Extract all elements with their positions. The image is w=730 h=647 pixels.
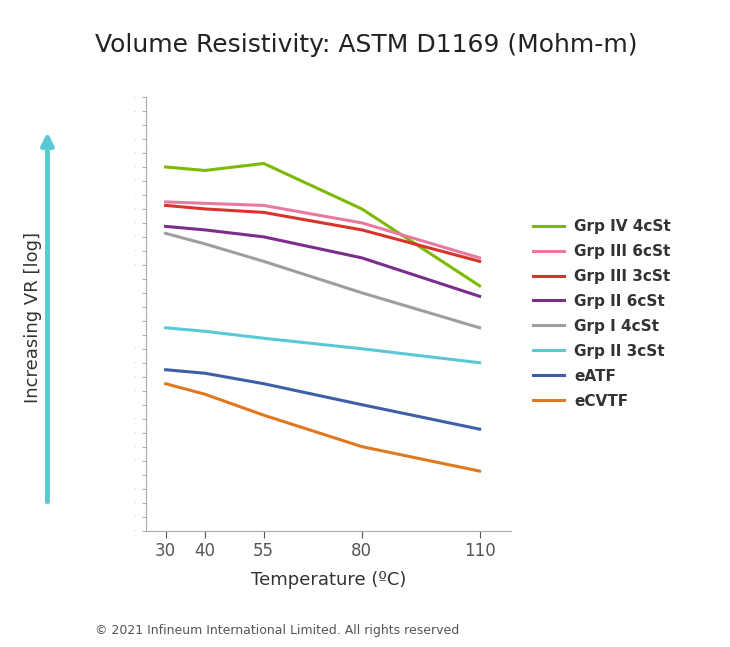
eATF [259,380,268,388]
Grp II 3cSt [475,359,484,367]
Grp IV 4cSt [161,163,170,171]
Grp II 6cSt [201,226,210,234]
Grp III 6cSt [259,202,268,210]
Line: Grp II 6cSt: Grp II 6cSt [166,226,480,296]
Line: eATF: eATF [166,369,480,429]
Grp I 4cSt [161,230,170,237]
Grp IV 4cSt [475,282,484,290]
Line: Grp I 4cSt: Grp I 4cSt [166,234,480,328]
Grp I 4cSt [358,289,366,297]
Grp IV 4cSt [201,166,210,174]
X-axis label: Temperature (ºC): Temperature (ºC) [251,571,406,589]
eCVTF [358,443,366,450]
Grp III 6cSt [358,219,366,227]
Grp II 3cSt [201,327,210,335]
Line: Grp III 3cSt: Grp III 3cSt [166,206,480,261]
Grp III 3cSt [259,208,268,216]
Grp II 3cSt [259,334,268,342]
eATF [161,366,170,373]
Text: Volume Resistivity: ASTM D1169 (Mohm-m): Volume Resistivity: ASTM D1169 (Mohm-m) [95,33,637,58]
Grp III 3cSt [358,226,366,234]
Text: © 2021 Infineum International Limited. All rights reserved: © 2021 Infineum International Limited. A… [95,624,459,637]
Grp II 6cSt [161,223,170,230]
Grp III 3cSt [201,205,210,213]
Grp I 4cSt [259,258,268,265]
Grp IV 4cSt [259,160,268,168]
Grp II 6cSt [475,292,484,300]
Line: Grp III 6cSt: Grp III 6cSt [166,202,480,258]
eCVTF [161,380,170,388]
Grp III 6cSt [475,254,484,262]
Line: Grp IV 4cSt: Grp IV 4cSt [166,164,480,286]
Grp II 3cSt [161,324,170,332]
Grp II 3cSt [358,345,366,353]
eATF [358,400,366,408]
Grp IV 4cSt [358,205,366,213]
Grp II 6cSt [259,233,268,241]
Grp III 3cSt [475,258,484,265]
Grp II 6cSt [358,254,366,262]
Legend: Grp IV 4cSt, Grp III 6cSt, Grp III 3cSt, Grp II 6cSt, Grp I 4cSt, Grp II 3cSt, e: Grp IV 4cSt, Grp III 6cSt, Grp III 3cSt,… [533,219,672,408]
eATF [201,369,210,377]
eCVTF [259,411,268,419]
Grp I 4cSt [475,324,484,332]
eCVTF [475,467,484,475]
Grp I 4cSt [201,240,210,248]
Line: eCVTF: eCVTF [166,384,480,471]
eCVTF [201,390,210,398]
Grp III 3cSt [161,202,170,210]
Grp III 6cSt [201,199,210,207]
Grp III 6cSt [161,198,170,206]
Text: Increasing VR [log]: Increasing VR [log] [24,232,42,402]
eATF [475,425,484,433]
Line: Grp II 3cSt: Grp II 3cSt [166,328,480,363]
